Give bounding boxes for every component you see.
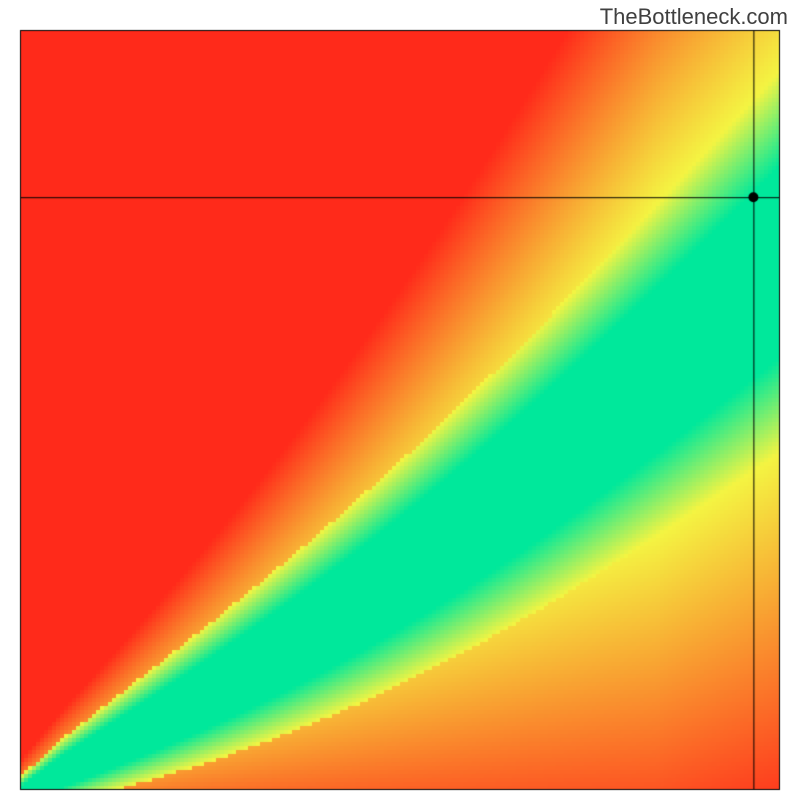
attribution-label: TheBottleneck.com (600, 4, 788, 30)
chart-container: TheBottleneck.com (0, 0, 800, 800)
heatmap-canvas (0, 0, 800, 800)
